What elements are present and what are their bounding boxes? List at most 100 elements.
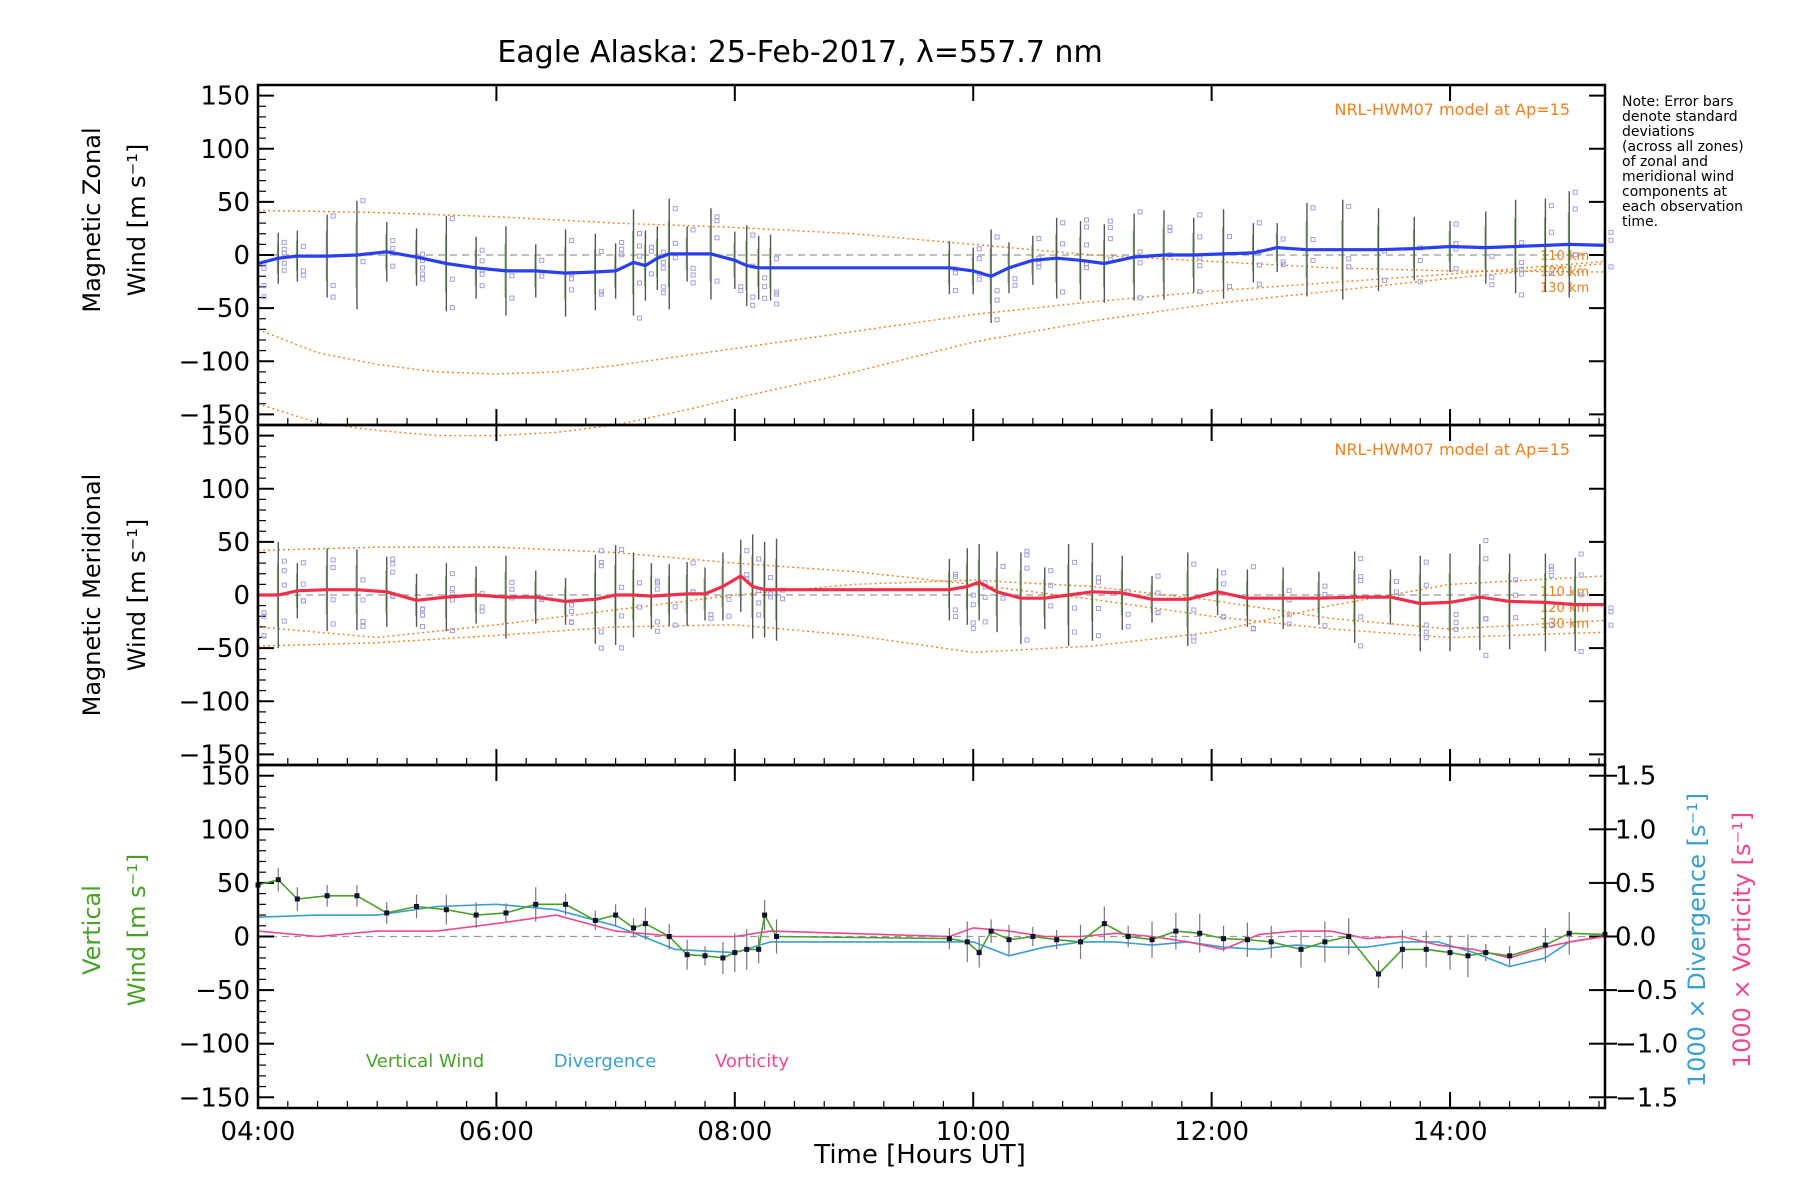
zone-marker bbox=[1548, 563, 1554, 569]
zone-marker bbox=[1483, 652, 1489, 658]
zone-marker bbox=[1155, 573, 1161, 579]
zone-marker bbox=[690, 560, 696, 566]
legend-divergence: Divergence bbox=[554, 1051, 657, 1072]
zone-marker bbox=[569, 608, 575, 614]
zone-marker bbox=[1608, 229, 1614, 235]
zone-marker bbox=[598, 645, 604, 651]
zone-marker bbox=[1548, 573, 1554, 579]
vertical-wind-point bbox=[756, 946, 762, 952]
zone-marker bbox=[619, 645, 625, 651]
zone-marker bbox=[1310, 205, 1316, 211]
zone-marker bbox=[1280, 259, 1286, 265]
ylabel-vertical: Vertical Wind [m s⁻¹] bbox=[78, 854, 151, 1006]
zone-marker bbox=[1012, 276, 1018, 282]
zone-marker bbox=[1572, 206, 1578, 212]
y-tick-label: 100 bbox=[200, 475, 250, 505]
zone-marker bbox=[509, 579, 515, 585]
zone-marker bbox=[330, 597, 336, 603]
zone-marker bbox=[1227, 283, 1233, 289]
zone-marker bbox=[569, 620, 575, 626]
zone-marker bbox=[774, 256, 780, 262]
y-tick-label: −100 bbox=[179, 687, 250, 717]
zone-marker bbox=[449, 597, 455, 603]
zone-marker bbox=[1012, 282, 1018, 288]
zone-marker bbox=[1453, 221, 1459, 227]
zone-marker bbox=[1346, 256, 1352, 262]
y-tick-label: 0 bbox=[233, 241, 250, 271]
zone-marker bbox=[1060, 220, 1066, 226]
vertical-wind-point bbox=[414, 903, 420, 909]
zone-marker bbox=[648, 271, 654, 277]
zone-marker bbox=[1393, 578, 1399, 584]
model-label: NRL-HWM07 model at Ap=15 bbox=[1334, 100, 1570, 119]
zone-marker bbox=[1060, 289, 1066, 295]
vertical-wind-point bbox=[976, 950, 982, 956]
zone-marker bbox=[330, 283, 336, 289]
zone-marker bbox=[952, 607, 958, 613]
zone-marker bbox=[619, 584, 625, 590]
zone-marker bbox=[509, 273, 515, 279]
zone-marker bbox=[750, 302, 756, 308]
zone-marker bbox=[1548, 621, 1554, 627]
zone-marker bbox=[1167, 227, 1173, 233]
zone-marker bbox=[690, 272, 696, 278]
zone-marker bbox=[714, 218, 720, 224]
altitude-label: 110 km bbox=[1540, 249, 1589, 264]
zone-marker bbox=[714, 278, 720, 284]
vertical-wind-point bbox=[946, 936, 952, 942]
zone-marker bbox=[479, 247, 485, 253]
note-line: denote standard bbox=[1622, 109, 1738, 125]
zone-marker bbox=[1167, 224, 1173, 230]
zone-marker bbox=[672, 206, 678, 212]
zone-marker bbox=[1572, 252, 1578, 258]
zone-marker bbox=[970, 602, 976, 608]
zone-marker bbox=[1227, 234, 1233, 240]
zone-marker bbox=[598, 563, 604, 569]
y2-tick-label: −1.0 bbox=[1615, 1030, 1678, 1060]
zone-marker bbox=[1197, 234, 1203, 240]
zone-marker bbox=[726, 613, 732, 619]
zone-marker bbox=[619, 547, 625, 553]
zone-marker bbox=[636, 580, 642, 586]
zone-marker bbox=[1072, 559, 1078, 565]
zone-marker bbox=[281, 267, 287, 273]
altitude-label: 110 km bbox=[1540, 585, 1589, 600]
meridional-wind-line bbox=[258, 574, 1605, 607]
zone-marker bbox=[1310, 257, 1316, 263]
zone-marker bbox=[281, 239, 287, 245]
zone-marker bbox=[1483, 616, 1489, 622]
zone-marker bbox=[708, 612, 714, 618]
zone-marker bbox=[1513, 577, 1519, 583]
zone-marker bbox=[768, 594, 774, 600]
note-line: Note: Error bars bbox=[1622, 94, 1733, 110]
zone-marker bbox=[1095, 633, 1101, 639]
zone-marker bbox=[330, 621, 336, 627]
zone-marker bbox=[390, 556, 396, 562]
vertical-wind-point bbox=[1197, 930, 1203, 936]
zone-marker bbox=[744, 572, 750, 578]
vertical-wind-point bbox=[732, 950, 738, 956]
zone-marker bbox=[1256, 281, 1262, 287]
zone-marker bbox=[360, 597, 366, 603]
y-tick-label: −100 bbox=[179, 347, 250, 377]
zone-marker bbox=[261, 265, 267, 271]
zone-marker bbox=[636, 231, 642, 237]
zone-marker bbox=[619, 252, 625, 258]
vertical-wind-point bbox=[720, 955, 726, 961]
zone-marker bbox=[1084, 242, 1090, 248]
zone-marker bbox=[738, 288, 744, 294]
vertical-wind-point bbox=[1566, 930, 1572, 936]
vertical-wind-point bbox=[275, 877, 281, 883]
zone-marker bbox=[994, 234, 1000, 240]
zone-marker bbox=[1155, 610, 1161, 616]
chart-title: Eagle Alaska: 25-Feb-2017, λ=557.7 nm bbox=[497, 35, 1102, 70]
zone-marker bbox=[756, 556, 762, 562]
zone-marker bbox=[539, 273, 545, 279]
x-tick-label: 10:00 bbox=[936, 1117, 1011, 1147]
vertical-wind-point bbox=[1399, 946, 1405, 952]
vertical-wind-point bbox=[702, 953, 708, 959]
zone-marker bbox=[1137, 260, 1143, 266]
zone-marker bbox=[569, 287, 575, 293]
zone-marker bbox=[281, 568, 287, 574]
zone-marker bbox=[509, 586, 515, 592]
